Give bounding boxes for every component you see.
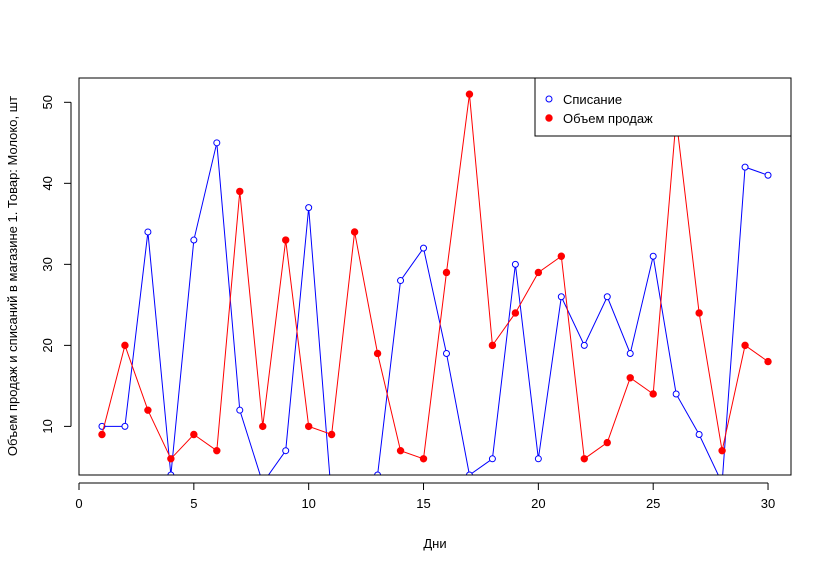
x-tick-label: 30 — [761, 496, 775, 511]
data-point-write-off — [695, 430, 703, 438]
data-point-write-off — [144, 228, 152, 236]
series-layer — [98, 90, 772, 502]
data-point-write-off — [282, 447, 290, 455]
data-point-sales — [213, 446, 221, 455]
y-tick-label: 10 — [40, 419, 55, 433]
data-point-write-off — [465, 471, 473, 475]
data-point-write-off — [374, 471, 382, 475]
y-tick-label: 40 — [40, 176, 55, 190]
legend-label-sales: Объем продаж — [563, 111, 653, 126]
data-point-write-off — [236, 406, 244, 414]
data-point-sales — [98, 430, 106, 439]
data-point-write-off — [649, 252, 657, 260]
data-point-sales — [327, 430, 336, 439]
data-point-write-off — [741, 163, 749, 171]
data-point-sales — [167, 455, 175, 463]
y-tick-label: 30 — [40, 257, 55, 271]
x-axis-title: Дни — [423, 536, 446, 551]
data-point-write-off — [167, 471, 175, 475]
x-tick-label: 25 — [646, 496, 660, 511]
data-point-write-off — [305, 204, 313, 212]
data-point-sales — [764, 357, 772, 366]
y-tick-label: 20 — [40, 338, 55, 352]
data-point-sales — [580, 455, 588, 463]
data-point-write-off — [190, 236, 198, 244]
data-point-sales — [259, 422, 267, 431]
data-point-write-off — [213, 139, 221, 147]
x-axis: 0 5 10 15 20 25 30 — [75, 482, 775, 511]
y-axis-title: Объем продаж и списаний в магазине 1. То… — [5, 96, 20, 456]
data-point-write-off — [764, 171, 772, 179]
data-point-sales — [465, 90, 474, 98]
data-point-sales — [603, 438, 611, 447]
data-point-write-off — [121, 422, 129, 430]
plot-frame — [78, 77, 792, 476]
x-tick-label: 10 — [301, 496, 315, 511]
data-point-write-off — [626, 349, 634, 357]
data-point-write-off — [329, 496, 335, 502]
data-point-sales — [511, 309, 520, 317]
data-point-sales — [626, 374, 634, 382]
legend-label-write-off: Списание — [563, 92, 622, 107]
legend-box — [534, 77, 792, 137]
data-point-sales — [419, 455, 428, 463]
data-point-write-off — [420, 244, 428, 252]
data-point-sales — [442, 268, 451, 277]
data-point-sales — [373, 349, 382, 358]
data-point-write-off — [672, 390, 680, 398]
legend-marker-write-off — [545, 95, 553, 103]
data-point-sales — [695, 309, 703, 317]
data-point-sales — [741, 341, 749, 350]
data-point-write-off — [397, 277, 405, 285]
data-point-write-off — [603, 293, 611, 301]
data-point-sales — [649, 390, 657, 398]
legend-marker-sales — [545, 114, 553, 122]
data-point-sales — [396, 446, 405, 455]
x-tick-label: 0 — [75, 496, 82, 511]
data-point-write-off — [488, 455, 496, 463]
data-point-sales — [488, 341, 497, 350]
data-point-sales — [144, 406, 152, 414]
data-point-sales — [718, 446, 726, 455]
data-point-sales — [557, 252, 566, 260]
data-point-write-off — [511, 260, 519, 268]
data-point-sales — [236, 187, 244, 196]
data-point-write-off — [534, 455, 542, 463]
data-point-write-off — [580, 341, 588, 349]
series-line-write-off — [101, 142, 769, 475]
data-point-write-off — [352, 488, 358, 494]
x-tick-label: 5 — [190, 496, 197, 511]
data-point-sales — [304, 422, 313, 431]
y-axis: 10 20 30 40 50 — [40, 95, 72, 434]
data-point-sales — [350, 228, 359, 236]
data-point-write-off — [557, 293, 565, 301]
data-point-sales — [190, 430, 198, 439]
series-line-sales — [101, 94, 769, 460]
data-point-write-off — [442, 349, 450, 357]
legend: Списание Объем продаж — [534, 77, 792, 137]
y-tick-label: 50 — [40, 95, 55, 109]
x-tick-label: 15 — [416, 496, 430, 511]
x-tick-label: 20 — [531, 496, 545, 511]
data-point-sales — [121, 341, 129, 350]
data-point-sales — [282, 236, 290, 244]
data-point-sales — [534, 268, 543, 277]
